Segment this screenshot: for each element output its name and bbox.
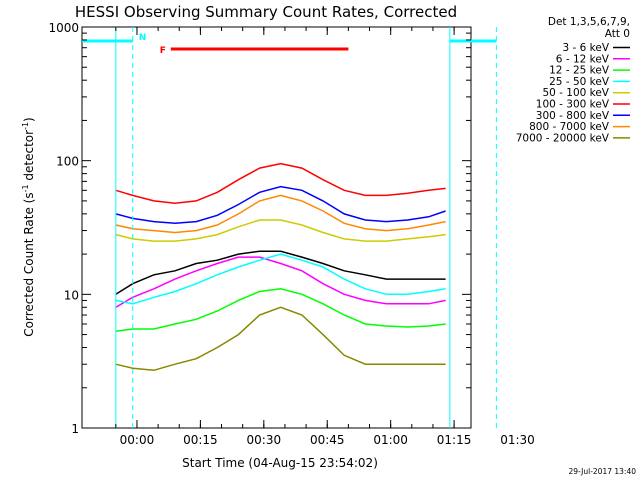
x-tick-label-5: 01:15	[437, 433, 472, 447]
series-line-4	[115, 219, 446, 242]
series-line-2	[115, 288, 446, 332]
legend-header-line2: Att 0	[605, 28, 630, 40]
x-tick-label-4: 01:00	[373, 433, 408, 447]
y-axis-label-mid: detector	[22, 130, 36, 185]
plot-frame	[81, 26, 472, 429]
y-axis-label: Corrected Count Rate (s-1 detector-1)	[21, 117, 36, 336]
legend-label-7: 800 - 7000 keV	[529, 121, 610, 133]
y-tick-label-3: 1000	[48, 21, 79, 35]
series-line-7	[115, 194, 446, 234]
legend-label-4: 50 - 100 keV	[542, 87, 609, 99]
x-axis-label: Start Time (04-Aug-15 23:54:02)	[182, 456, 378, 470]
y-tick-label-0: 1	[71, 422, 79, 436]
x-tick-label-1: 00:15	[183, 433, 218, 447]
chart-title: HESSI Observing Summary Count Rates, Cor…	[75, 3, 457, 21]
legend-label-2: 12 - 25 keV	[549, 65, 610, 77]
y-axis-label-end: )	[22, 117, 36, 122]
legend-label-8: 7000 - 20000 keV	[516, 132, 610, 144]
legend-header-line1: Det 1,3,5,6,7,9,	[548, 16, 630, 28]
ticks-layer: 00:00 00:15 00:30 00:45 01:00 01:15 01:30 1 10 10…	[48, 21, 534, 447]
x-tick-label-2: 00:30	[247, 433, 282, 447]
series-line-3	[115, 253, 446, 305]
legend-label-3: 25 - 50 keV	[549, 76, 610, 88]
y-axis-label-sup2: -1	[21, 122, 30, 130]
series-layer	[115, 162, 446, 372]
y-axis-label-sup1: -1	[21, 184, 30, 192]
timestamp: 29-Jul-2017 13:40	[568, 467, 636, 476]
legend-label-5: 100 - 300 keV	[536, 99, 610, 111]
x-tick-label-6: 01:30	[500, 433, 535, 447]
series-line-8	[115, 306, 446, 372]
series-line-0	[115, 250, 446, 295]
flare-flag-label: F	[160, 46, 166, 56]
y-axis-label-start: Corrected Count Rate (s	[22, 192, 36, 336]
series-line-1	[115, 256, 446, 308]
legend-label-1: 6 - 12 keV	[556, 53, 610, 65]
series-line-6	[115, 185, 446, 225]
y-tick-label-1: 10	[64, 288, 79, 302]
flags-layer: NF	[82, 27, 497, 428]
series-line-5	[115, 162, 446, 205]
y-tick-label-2: 100	[56, 155, 79, 169]
legend-label-0: 3 - 6 keV	[562, 42, 609, 54]
legend-label-6: 300 - 800 keV	[536, 110, 610, 122]
x-tick-label-3: 00:45	[310, 433, 345, 447]
night-flag-label: N	[139, 33, 147, 43]
x-tick-label-0: 00:00	[120, 433, 155, 447]
